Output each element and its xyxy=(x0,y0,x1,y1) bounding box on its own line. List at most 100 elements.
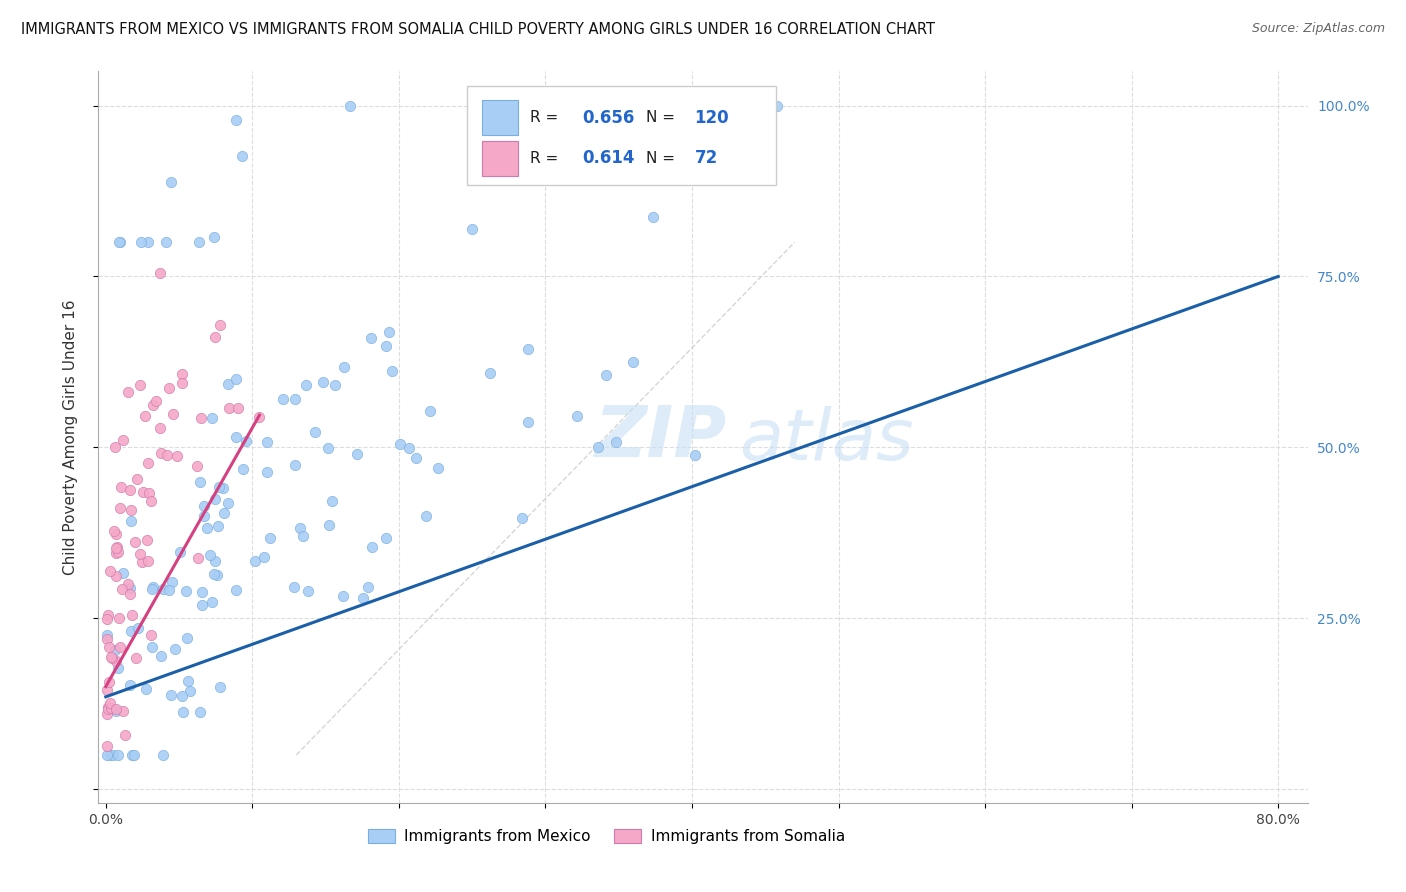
Point xyxy=(360,331,382,345)
Point xyxy=(131,555,153,569)
Point xyxy=(193,508,215,523)
Point xyxy=(107,661,129,675)
Point xyxy=(218,401,240,415)
Point xyxy=(105,654,128,668)
Point xyxy=(120,514,142,528)
Point xyxy=(205,567,228,582)
Point xyxy=(141,628,163,642)
Point xyxy=(96,747,118,762)
Point xyxy=(121,608,143,623)
Text: 0.614: 0.614 xyxy=(582,149,634,167)
Point xyxy=(159,689,181,703)
Point xyxy=(352,591,374,605)
Point xyxy=(621,354,644,368)
Point xyxy=(98,564,121,578)
Point xyxy=(405,450,427,465)
Point xyxy=(188,475,211,489)
Point xyxy=(207,519,229,533)
Point xyxy=(478,366,501,380)
Point xyxy=(107,544,129,558)
Point xyxy=(160,574,183,589)
Point xyxy=(172,689,194,703)
Text: N =: N = xyxy=(647,110,681,125)
Point xyxy=(398,442,420,456)
Point xyxy=(157,582,180,597)
Point xyxy=(172,705,194,719)
Point xyxy=(96,628,118,642)
Point xyxy=(595,368,617,382)
Point xyxy=(118,678,141,692)
Point xyxy=(195,520,218,534)
Point xyxy=(389,437,412,451)
Point xyxy=(204,554,226,568)
Point xyxy=(253,549,276,564)
Text: IMMIGRANTS FROM MEXICO VS IMMIGRANTS FROM SOMALIA CHILD POVERTY AMONG GIRLS UNDE: IMMIGRANTS FROM MEXICO VS IMMIGRANTS FRO… xyxy=(21,22,935,37)
Point xyxy=(104,546,127,560)
Point xyxy=(124,535,146,549)
Point xyxy=(259,531,281,545)
Point xyxy=(374,532,396,546)
Point xyxy=(190,411,212,425)
Text: 72: 72 xyxy=(695,149,718,167)
Point xyxy=(318,517,340,532)
Point xyxy=(304,425,326,439)
Point xyxy=(108,500,131,515)
Text: 0.656: 0.656 xyxy=(582,109,634,127)
Point xyxy=(188,235,211,250)
Point xyxy=(191,584,214,599)
Point xyxy=(283,581,305,595)
Point xyxy=(96,739,118,753)
Point xyxy=(256,465,278,479)
Point xyxy=(516,343,538,357)
Point xyxy=(290,520,312,534)
Text: Source: ZipAtlas.com: Source: ZipAtlas.com xyxy=(1251,22,1385,36)
Point xyxy=(225,430,247,444)
Point xyxy=(104,440,127,454)
Point xyxy=(641,210,664,224)
Point xyxy=(124,651,146,665)
FancyBboxPatch shape xyxy=(467,86,776,185)
Text: 120: 120 xyxy=(695,109,730,127)
Point xyxy=(208,680,231,694)
Point xyxy=(117,576,139,591)
Point xyxy=(105,569,128,583)
Point xyxy=(245,554,267,568)
Point xyxy=(162,407,184,421)
Point xyxy=(97,702,120,716)
Point xyxy=(333,360,356,375)
Point xyxy=(235,434,257,449)
Point xyxy=(103,524,125,538)
Point xyxy=(256,434,278,449)
Point xyxy=(141,640,163,654)
Point xyxy=(204,330,226,344)
Point xyxy=(565,409,588,423)
Point xyxy=(361,541,384,555)
Point xyxy=(97,608,120,623)
Point xyxy=(415,508,437,523)
Point xyxy=(201,595,224,609)
Point xyxy=(176,674,198,689)
Point xyxy=(332,589,354,603)
Point xyxy=(100,649,122,664)
Point xyxy=(127,621,149,635)
Point xyxy=(114,728,136,742)
Point xyxy=(105,541,128,555)
Point xyxy=(217,496,239,510)
Point xyxy=(375,339,398,353)
Point xyxy=(108,235,131,250)
Point xyxy=(200,548,222,562)
Point xyxy=(136,533,159,548)
Point xyxy=(159,381,181,395)
Point xyxy=(378,325,401,339)
Point xyxy=(170,367,193,381)
Point xyxy=(120,503,142,517)
Point xyxy=(104,702,127,716)
Point xyxy=(271,392,294,406)
Point xyxy=(97,675,120,690)
Point xyxy=(214,507,236,521)
Point xyxy=(107,747,129,762)
Point xyxy=(108,235,131,250)
Point xyxy=(208,318,231,333)
Point xyxy=(152,747,174,762)
Point xyxy=(129,235,152,250)
